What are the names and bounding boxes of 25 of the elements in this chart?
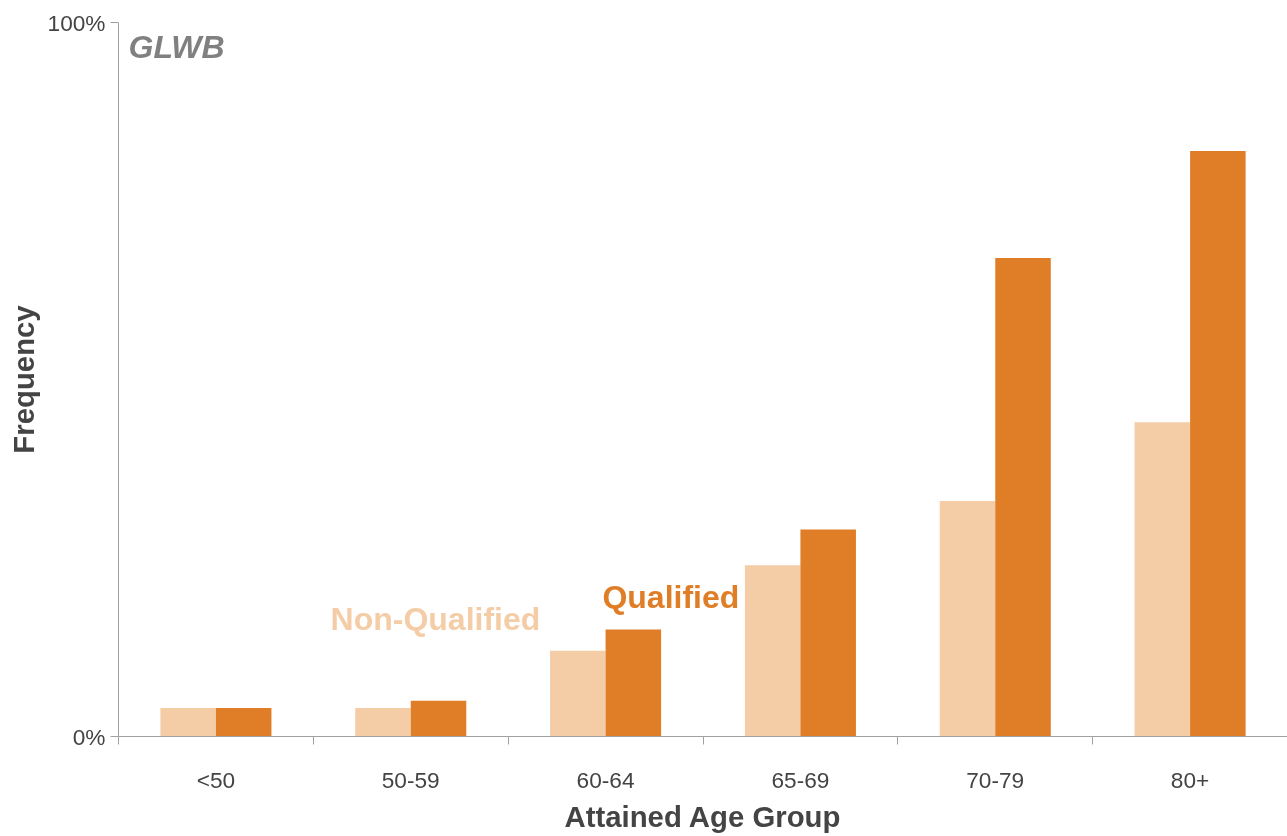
x-tick-label: 50-59 [381,766,440,793]
x-axis-title: Attained Age Group [564,799,841,833]
bar [550,650,606,737]
bar [1190,151,1246,737]
bar [355,707,411,737]
chart-title: GLWB [128,28,225,65]
bar [744,565,801,737]
bar [1134,422,1191,737]
bar [160,707,216,737]
bar [939,500,996,737]
bar [995,258,1051,737]
y-tick-label: 100% [47,9,106,36]
x-tick-label: <50 [196,766,236,793]
x-tick-label: 60-64 [576,766,635,793]
bar [800,529,856,737]
bar [605,629,662,737]
x-tick-label: 65-69 [771,766,830,793]
bar [215,707,272,737]
x-tick-label: 80+ [1170,766,1210,793]
bar [410,700,467,737]
y-axis-title: Frequency [6,304,40,454]
series-label: Non-Qualified [330,600,541,637]
series-label: Qualified [602,579,740,616]
y-tick-label: 0% [72,723,106,750]
x-tick-label: 70-79 [966,766,1025,793]
